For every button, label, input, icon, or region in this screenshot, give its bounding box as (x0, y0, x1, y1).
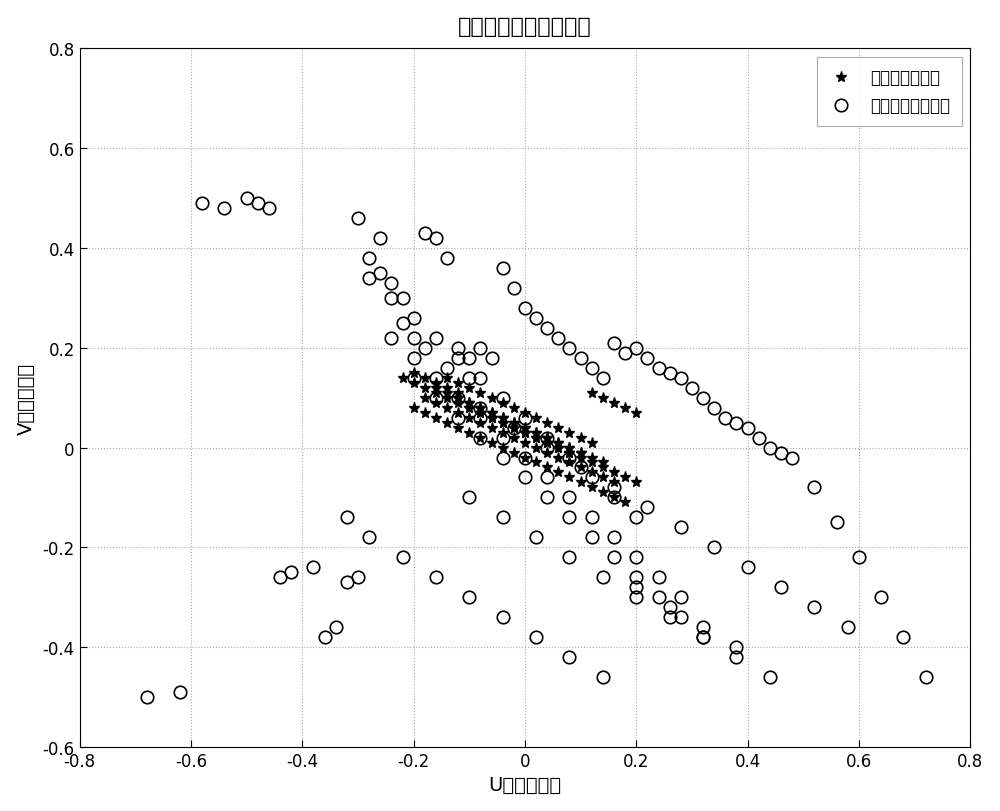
背景技术畚变模型 (842, 623, 854, 633)
X-axis label: U轴（像素）: U轴（像素） (488, 775, 562, 794)
Legend: 本发明畚变模型, 背景技术畚变模型: 本发明畚变模型, 背景技术畚变模型 (817, 58, 962, 127)
背景技术畚变模型 (307, 563, 319, 573)
背景技术畚变模型 (641, 503, 653, 513)
Y-axis label: V轴（像素）: V轴（像素） (17, 363, 36, 434)
本发明畚变模型 (430, 378, 442, 388)
本发明畚变模型 (474, 433, 486, 443)
本发明畚变模型 (597, 488, 609, 498)
本发明畚变模型 (630, 408, 642, 418)
背景技术畚变模型 (497, 513, 509, 522)
本发明畚变模型 (619, 498, 631, 508)
Line: 本发明畚变模型: 本发明畚变模型 (397, 367, 642, 508)
本发明畚变模型 (508, 418, 520, 428)
背景技术畚变模型 (664, 368, 676, 378)
本发明畚变模型 (608, 398, 620, 408)
背景技术畚变模型 (141, 693, 153, 702)
背景技术畚变模型 (241, 194, 253, 204)
本发明畚变模型 (463, 384, 475, 393)
背景技术畚变模型 (597, 573, 609, 582)
背景技术畚变模型 (174, 687, 186, 697)
本发明畚变模型 (397, 373, 409, 383)
本发明畚变模型 (408, 368, 420, 378)
Title: 优化后标定角点的残差: 优化后标定角点的残差 (458, 17, 592, 36)
Line: 背景技术畚变模型: 背景技术畚变模型 (140, 192, 932, 703)
